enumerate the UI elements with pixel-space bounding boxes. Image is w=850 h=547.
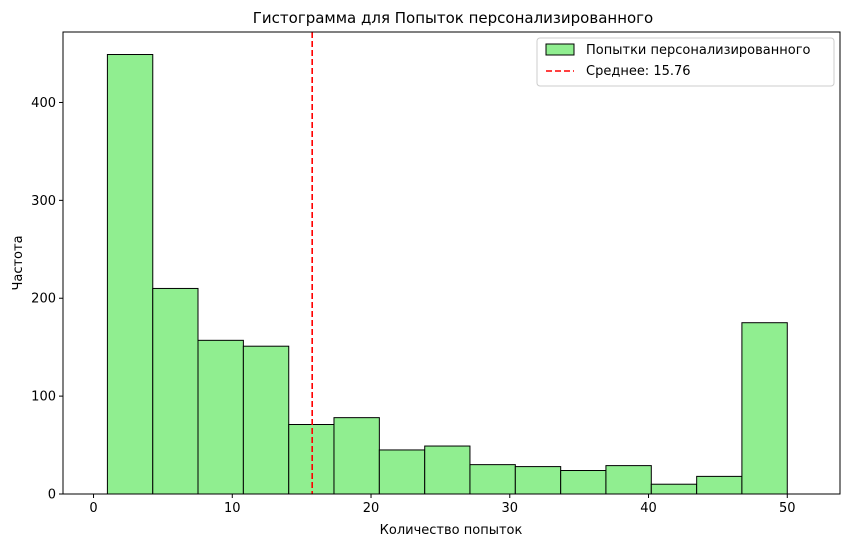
- histogram-bar: [560, 470, 607, 495]
- y-tick-label: 300: [31, 194, 56, 209]
- chart-title: Гистограмма для Попыток персонализирован…: [253, 9, 653, 27]
- histogram-bar: [378, 449, 426, 495]
- y-tick-label: 400: [31, 96, 56, 111]
- histogram-bar: [469, 464, 516, 495]
- histogram-bar: [605, 465, 652, 495]
- x-tick-label: 10: [224, 501, 241, 516]
- histogram-bar: [650, 483, 698, 495]
- legend-series-patch: [545, 43, 575, 56]
- x-axis-label: Количество попыток: [380, 523, 523, 538]
- histogram-bar: [152, 287, 199, 495]
- axes-frame: [62, 31, 841, 495]
- histogram-bar: [514, 466, 562, 495]
- histogram-bar: [696, 475, 743, 495]
- legend: Попытки персонализированного Среднее: 15…: [536, 37, 835, 87]
- x-tick-label: 0: [89, 501, 97, 516]
- x-tick-label: 30: [502, 501, 519, 516]
- legend-mean-label: Среднее: 15.76: [586, 64, 691, 79]
- histogram-bar: [106, 54, 154, 495]
- histogram-bar: [424, 445, 471, 495]
- legend-series-label: Попытки персонализированного: [586, 43, 811, 58]
- histogram-bar: [741, 322, 788, 495]
- histogram-bar: [333, 417, 380, 495]
- y-tick-label: 0: [48, 488, 56, 503]
- y-axis-ticks: 0 100 200 300 400: [31, 96, 63, 503]
- x-tick-label: 20: [363, 501, 380, 516]
- histogram-bar: [288, 424, 335, 495]
- y-tick-label: 100: [31, 390, 56, 405]
- legend-frame: [536, 37, 835, 87]
- bars-group: [106, 54, 788, 495]
- histogram-bar: [197, 339, 244, 495]
- y-axis-label: Частота: [11, 235, 26, 290]
- x-axis-ticks: 0 10 20 30 40 50: [89, 494, 796, 516]
- x-tick-label: 40: [640, 501, 657, 516]
- histogram-bar: [242, 345, 290, 495]
- y-tick-label: 200: [31, 292, 56, 307]
- x-tick-label: 50: [779, 501, 796, 516]
